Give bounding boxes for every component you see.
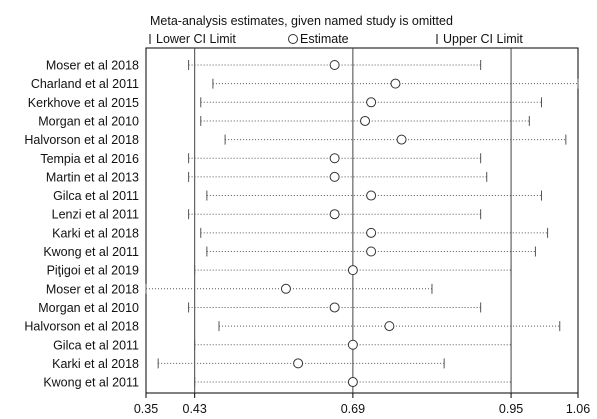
x-tick-label: 0.35 xyxy=(134,402,158,416)
chart-title: Meta-analysis estimates, given named stu… xyxy=(150,14,453,28)
estimate-marker xyxy=(384,321,395,332)
study-label: Moser et al 2018 xyxy=(46,282,139,296)
estimate-marker xyxy=(396,134,407,145)
estimate-marker xyxy=(366,97,377,108)
study-row: Charland et al 2011 xyxy=(31,77,579,91)
estimate-marker xyxy=(366,227,377,238)
legend-lower-label: Lower CI Limit xyxy=(156,32,236,46)
study-label: Moser et al 2018 xyxy=(46,59,139,73)
study-row: Gilca et al 2011 xyxy=(53,189,542,203)
study-rows: Moser et al 2018 Charland et al 2011 Kerkh… xyxy=(24,59,579,390)
x-tick-label: 0.95 xyxy=(499,402,523,416)
study-row: Halvorson et al 2018 xyxy=(24,133,567,147)
study-row: Martin et al 2013 xyxy=(46,170,488,184)
estimate-marker xyxy=(366,190,377,201)
study-row: Halvorson et al 2018 xyxy=(24,320,561,334)
estimate-marker xyxy=(293,358,304,369)
study-label: Gilca et al 2011 xyxy=(53,338,139,352)
estimate-marker xyxy=(347,339,358,350)
study-label: Kerkhove et al 2015 xyxy=(28,96,139,110)
study-label: Piţigoi et al 2019 xyxy=(47,264,139,278)
study-row: Gilca et al 2011 xyxy=(53,338,512,352)
study-row: Kwong et al 2011 xyxy=(43,245,536,259)
estimate-marker xyxy=(329,171,340,182)
study-label: Lenzi et al 2011 xyxy=(52,208,139,222)
x-tick-label: 0.43 xyxy=(183,402,207,416)
study-label: Kwong et al 2011 xyxy=(43,245,139,259)
estimate-marker xyxy=(366,246,377,257)
plot-frame xyxy=(145,47,579,394)
estimate-marker xyxy=(347,265,358,276)
estimate-marker xyxy=(390,78,401,89)
study-label: Martin et al 2013 xyxy=(46,170,139,184)
estimate-marker xyxy=(329,60,340,70)
estimate-marker xyxy=(360,115,371,126)
estimate-marker xyxy=(329,302,340,313)
study-row: Morgan et al 2010 xyxy=(38,301,482,315)
study-row: Piţigoi et al 2019 xyxy=(47,264,512,278)
legend-estimate-label: Estimate xyxy=(300,32,349,46)
study-row: Karki et al 2018 xyxy=(52,357,445,371)
estimate-marker xyxy=(329,153,340,164)
x-axis: 0.35 0.43 0.69 0.95 1.06 xyxy=(134,393,590,416)
study-label: Morgan et al 2010 xyxy=(38,301,139,315)
x-tick-label: 0.69 xyxy=(341,402,365,416)
study-row: Kwong et al 2011 xyxy=(43,376,512,390)
study-label: Morgan et al 2010 xyxy=(38,114,139,128)
x-tick-label: 1.06 xyxy=(566,402,590,416)
estimate-marker xyxy=(329,209,340,220)
legend-estimate-marker xyxy=(288,34,298,44)
study-label: Charland et al 2011 xyxy=(31,77,139,91)
study-label: Tempia et al 2016 xyxy=(40,152,139,166)
study-label: Kwong et al 2011 xyxy=(43,376,139,390)
study-label: Gilca et al 2011 xyxy=(53,189,139,203)
study-row: Moser et al 2018 xyxy=(46,59,482,73)
study-label: Karki et al 2018 xyxy=(52,357,139,371)
study-row: Karki et al 2018 xyxy=(52,226,549,240)
estimate-marker xyxy=(347,377,358,388)
study-row: Kerkhove et al 2015 xyxy=(28,96,542,110)
legend-upper-label: Upper CI Limit xyxy=(443,32,523,46)
study-label: Halvorson et al 2018 xyxy=(24,320,139,334)
reference-lines xyxy=(194,48,512,393)
study-label: Halvorson et al 2018 xyxy=(24,133,139,147)
study-row: Morgan et al 2010 xyxy=(38,114,530,128)
study-row: Moser et al 2018 xyxy=(46,282,433,296)
estimate-marker xyxy=(280,283,291,294)
study-row: Lenzi et al 2011 xyxy=(52,208,482,222)
study-label: Karki et al 2018 xyxy=(52,226,139,240)
legend: Lower CI Limit Estimate Upper CI Limit xyxy=(149,32,523,46)
study-row: Tempia et al 2016 xyxy=(40,152,482,166)
